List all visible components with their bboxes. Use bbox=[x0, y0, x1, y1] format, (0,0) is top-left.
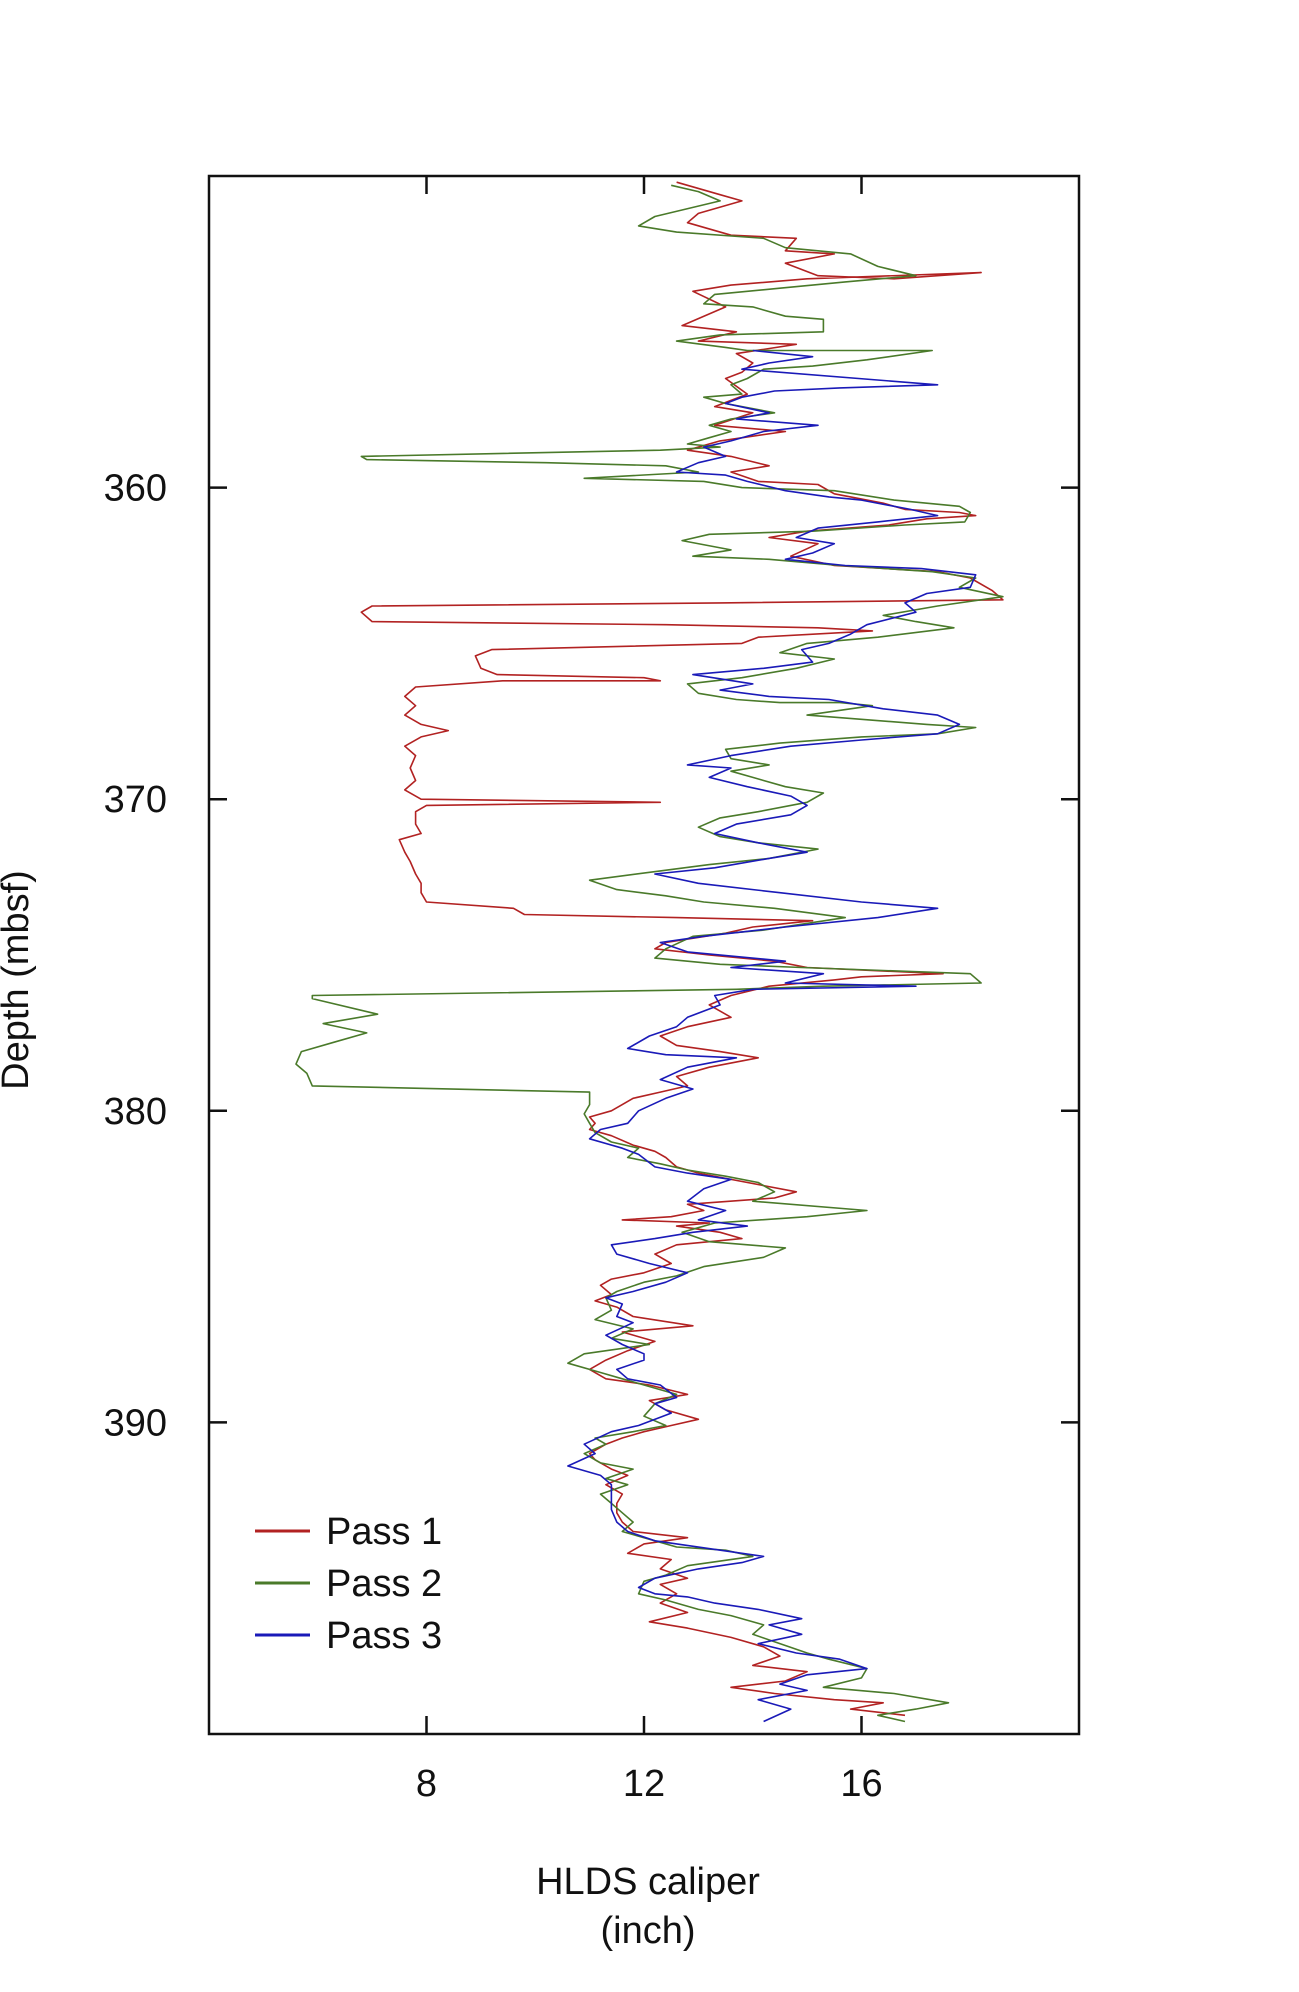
series-layer bbox=[295, 181, 1004, 1723]
y-tick-label-360: 360 bbox=[104, 468, 167, 510]
ticks-layer bbox=[209, 176, 1079, 1734]
x-tick-label-8: 8 bbox=[416, 1763, 437, 1805]
x-tick-label-16: 16 bbox=[840, 1763, 882, 1805]
x-axis-title-line2: (inch) bbox=[600, 1910, 695, 1952]
legend-label-pass-3: Pass 3 bbox=[326, 1615, 442, 1657]
y-tick-label-370: 370 bbox=[104, 779, 167, 821]
legend-label-pass-1: Pass 1 bbox=[326, 1511, 442, 1553]
y-tick-label-380: 380 bbox=[104, 1091, 167, 1133]
legend: Pass 1 Pass 2 Pass 3 bbox=[255, 1511, 442, 1657]
y-tick-label-390: 390 bbox=[104, 1402, 167, 1444]
x-axis-title-line1: HLDS caliper bbox=[536, 1861, 760, 1903]
tick-labels: 8 12 16 360 370 380 390 bbox=[104, 468, 883, 1805]
x-tick-label-12: 12 bbox=[623, 1763, 665, 1805]
series-line-pass-3 bbox=[567, 349, 977, 1723]
legend-label-pass-2: Pass 2 bbox=[326, 1563, 442, 1605]
series-line-pass-2 bbox=[295, 184, 1004, 1723]
series-line-pass-1 bbox=[360, 181, 1004, 1717]
y-axis-title: Depth (mbsf) bbox=[0, 870, 37, 1090]
plot-frame bbox=[207, 174, 1081, 1736]
